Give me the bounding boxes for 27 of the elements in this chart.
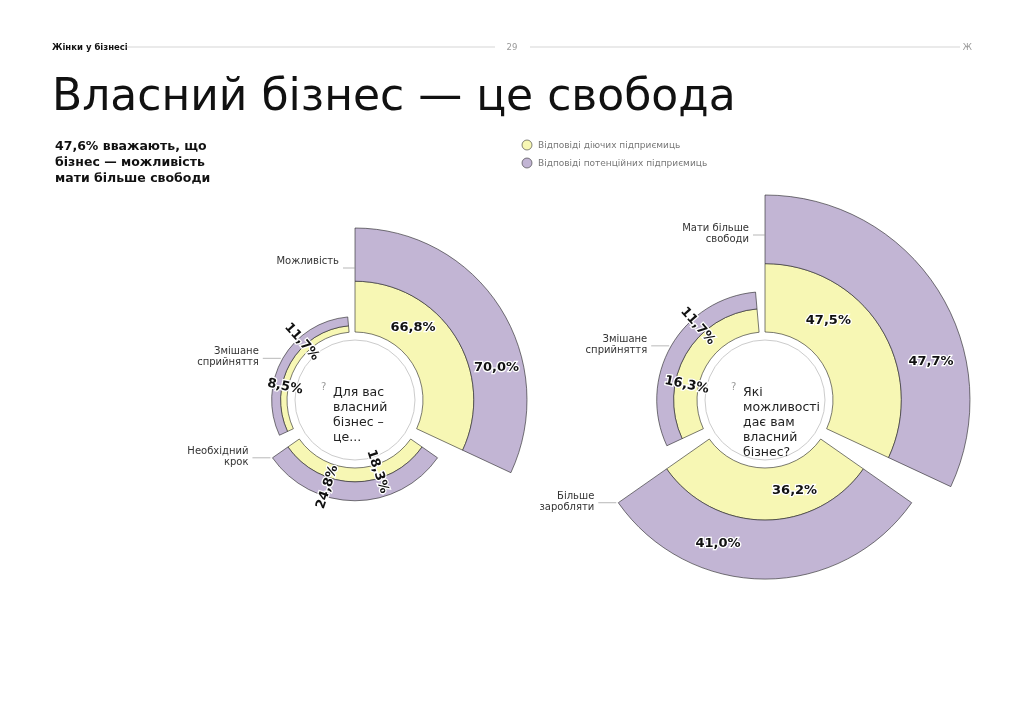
text: Власний бізнес — це свобода [52, 69, 736, 120]
text: 47,6% вважають, що бізнес — можливість мати більше свободи [55, 138, 211, 185]
data-label: 8,5% [266, 374, 305, 397]
data-label: 47,7% [908, 353, 954, 369]
data-label: 36,2% [772, 481, 818, 497]
category-label: Необхідний крок [187, 444, 249, 467]
category-label: Більше заробляти [539, 489, 595, 512]
data-label: 41,0% [695, 534, 741, 550]
category-label: Можливість [276, 255, 340, 266]
data-label: 18,3% [364, 447, 393, 495]
text: Ж [962, 42, 972, 52]
data-label: 16,3% [663, 372, 711, 396]
data-label: 24,8% [312, 462, 341, 511]
text: 29 [506, 42, 518, 52]
category-label: Мати більше свободи [682, 222, 749, 244]
text: ? [731, 381, 737, 392]
data-label: 66,8% [390, 319, 436, 335]
data-label: 47,5% [805, 312, 851, 328]
legend-label: Відповіді потенційних підприємиць [538, 158, 708, 169]
data-label: 70,0% [473, 359, 520, 375]
text: ? [321, 381, 327, 392]
text: Які можливості дає вам власний бізнес? [743, 384, 821, 459]
category-label: Змішане сприйняття [585, 332, 648, 355]
text: Жінки у бізнесі [52, 42, 128, 52]
legend-label: Відповіді діючих підприємиць [538, 140, 681, 151]
text: Для вас власний бізнес – це... [333, 384, 388, 444]
category-label: Змішане сприйняття [197, 345, 259, 368]
